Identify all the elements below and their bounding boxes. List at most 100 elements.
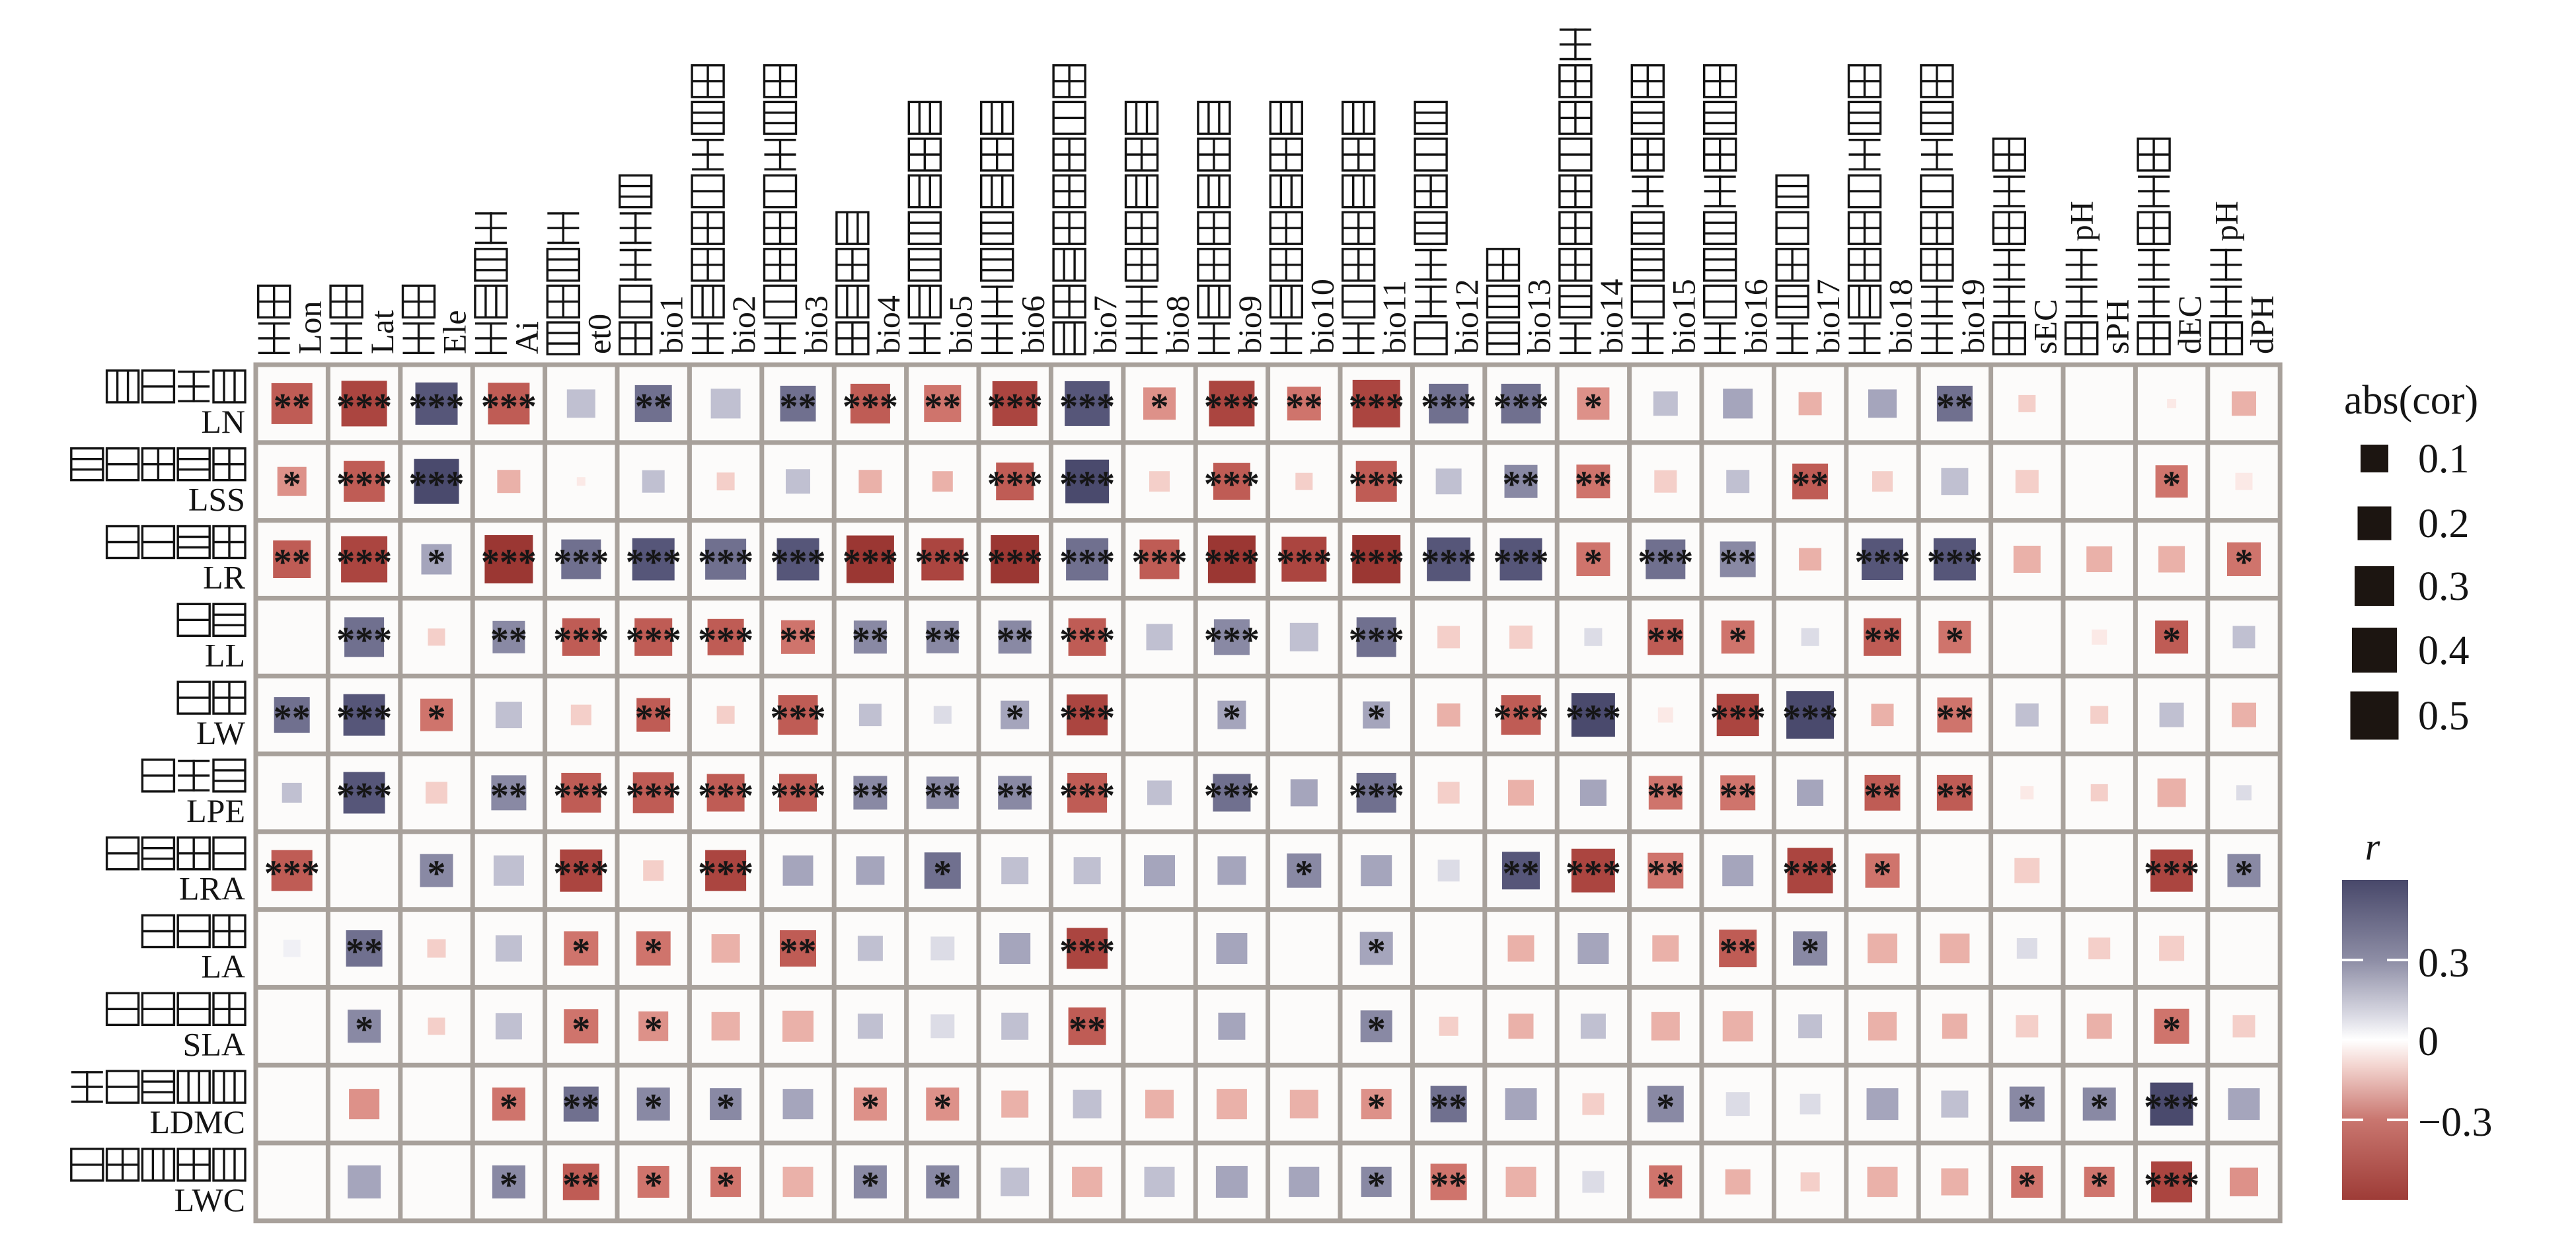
svg-text:***: *** — [2144, 854, 2199, 895]
svg-text:bio3: bio3 — [798, 295, 835, 354]
svg-text:**: ** — [1647, 776, 1684, 817]
svg-text:LWC: LWC — [174, 1181, 245, 1218]
svg-text:bio1: bio1 — [653, 295, 690, 354]
svg-text:***: *** — [1059, 464, 1115, 505]
svg-text:*: * — [644, 1009, 663, 1050]
svg-text:Ele: Ele — [436, 310, 473, 354]
svg-text:*: * — [2235, 542, 2254, 583]
svg-text:*: * — [933, 854, 952, 895]
svg-text:LR: LR — [203, 559, 246, 596]
svg-text:*: * — [572, 1009, 590, 1050]
svg-text:***: *** — [1132, 542, 1188, 583]
svg-text:***: *** — [2144, 1165, 2199, 1206]
svg-text:***: *** — [553, 542, 609, 583]
svg-text:*: * — [1367, 698, 1386, 739]
svg-text:*: * — [355, 1009, 373, 1050]
svg-text:bio9: bio9 — [1231, 295, 1268, 354]
svg-text:**: ** — [274, 698, 311, 739]
svg-text:**: ** — [852, 776, 889, 817]
svg-text:***: *** — [336, 464, 392, 505]
svg-text:**: ** — [635, 387, 672, 427]
svg-text:***: *** — [698, 542, 753, 583]
svg-text:**: ** — [924, 387, 961, 427]
svg-text:***: *** — [1204, 387, 1260, 427]
svg-text:pH: pH — [2063, 201, 2100, 241]
svg-text:*: * — [1151, 387, 1169, 427]
svg-text:*: * — [1006, 698, 1024, 739]
svg-text:abs(cor): abs(cor) — [2344, 378, 2478, 423]
svg-text:***: *** — [698, 776, 753, 817]
svg-text:***: *** — [1494, 698, 1549, 739]
svg-text:sEC: sEC — [2026, 299, 2063, 354]
svg-text:*: * — [2162, 620, 2181, 661]
svg-text:***: *** — [1566, 854, 1621, 895]
svg-text:*: * — [1584, 542, 1603, 583]
svg-text:**: ** — [924, 776, 961, 817]
svg-text:***: *** — [1059, 542, 1115, 583]
svg-text:**: ** — [852, 620, 889, 661]
svg-text:LW: LW — [196, 714, 246, 751]
svg-text:**: ** — [562, 1087, 599, 1128]
svg-text:**: ** — [997, 620, 1034, 661]
svg-text:***: *** — [1638, 542, 1693, 583]
svg-text:*: * — [1874, 854, 1892, 895]
svg-text:**: ** — [1936, 698, 1973, 739]
svg-text:***: *** — [987, 464, 1043, 505]
svg-text:bio6: bio6 — [1014, 295, 1051, 354]
svg-text:*: * — [283, 464, 301, 505]
svg-text:***: *** — [1421, 542, 1476, 583]
svg-text:**: ** — [635, 698, 672, 739]
svg-text:***: *** — [626, 620, 681, 661]
svg-text:0.1: 0.1 — [2418, 437, 2470, 482]
svg-text:*: * — [933, 1087, 952, 1128]
svg-text:**: ** — [1647, 854, 1684, 895]
svg-text:**: ** — [490, 620, 527, 661]
svg-text:*: * — [572, 932, 590, 973]
svg-text:***: *** — [1276, 542, 1332, 583]
svg-text:*: * — [2018, 1087, 2036, 1128]
svg-text:Lat: Lat — [363, 310, 400, 354]
svg-text:*: * — [1223, 698, 1241, 739]
svg-text:***: *** — [1059, 776, 1115, 817]
svg-text:***: *** — [336, 387, 392, 427]
svg-text:bio17: bio17 — [1809, 279, 1846, 354]
svg-text:*: * — [1729, 620, 1747, 661]
svg-text:dEC: dEC — [2171, 295, 2208, 354]
svg-text:0.3: 0.3 — [2418, 941, 2470, 986]
svg-text:***: *** — [409, 464, 465, 505]
svg-text:***: *** — [1349, 387, 1404, 427]
svg-text:***: *** — [2144, 1087, 2199, 1128]
svg-text:**: ** — [780, 387, 817, 427]
svg-text:**: ** — [562, 1165, 599, 1206]
svg-text:***: *** — [1349, 776, 1404, 817]
svg-text:***: *** — [1421, 387, 1476, 427]
svg-text:*: * — [644, 1165, 663, 1206]
svg-text:***: *** — [771, 776, 826, 817]
svg-text:bio16: bio16 — [1737, 279, 1774, 354]
svg-text:Lon: Lon — [291, 301, 328, 354]
svg-text:bio4: bio4 — [870, 295, 907, 354]
svg-text:LSS: LSS — [188, 481, 245, 518]
svg-text:0.3: 0.3 — [2418, 564, 2470, 609]
svg-text:*: * — [1367, 932, 1386, 973]
svg-text:*: * — [1367, 1087, 1386, 1128]
svg-text:*: * — [644, 932, 663, 973]
svg-text:***: *** — [264, 854, 320, 895]
svg-text:bio5: bio5 — [942, 295, 979, 354]
svg-text:*: * — [2018, 1165, 2036, 1206]
svg-text:***: *** — [987, 387, 1043, 427]
svg-text:**: ** — [274, 542, 311, 583]
svg-text:***: *** — [1204, 620, 1260, 661]
svg-text:**: ** — [1503, 464, 1540, 505]
svg-text:**: ** — [1936, 387, 1973, 427]
svg-text:*: * — [500, 1165, 518, 1206]
svg-text:***: *** — [1349, 464, 1404, 505]
svg-text:pH: pH — [2208, 201, 2245, 241]
svg-text:*: * — [1367, 1165, 1386, 1206]
svg-text:*: * — [428, 542, 446, 583]
svg-text:*: * — [2162, 464, 2181, 505]
svg-text:0: 0 — [2418, 1019, 2439, 1064]
svg-text:***: *** — [987, 542, 1043, 583]
svg-text:**: ** — [997, 776, 1034, 817]
svg-text:**: ** — [274, 387, 311, 427]
